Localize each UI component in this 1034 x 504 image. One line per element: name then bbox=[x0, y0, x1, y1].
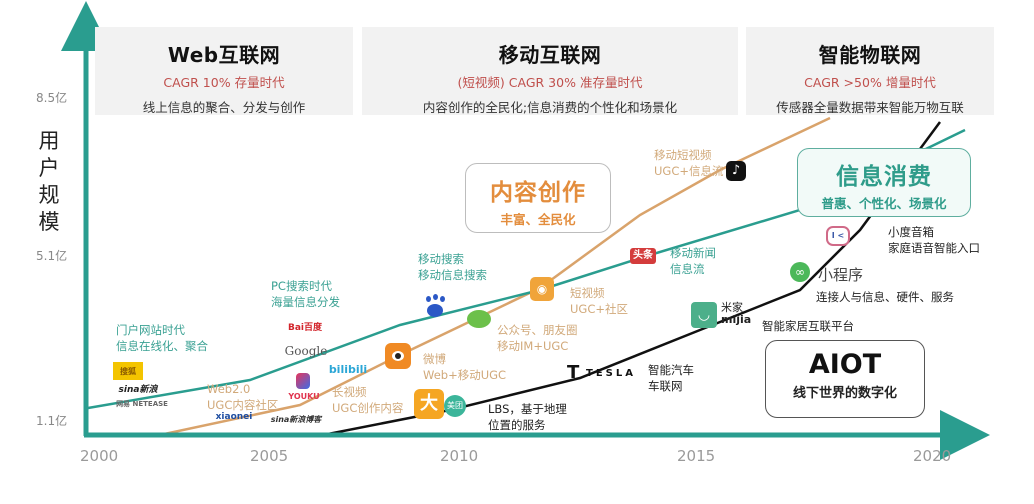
annotation-mini-program: 连接人与信息、硬件、服务 bbox=[816, 290, 954, 304]
annotation-tesla: 智能汽车 车联网 bbox=[648, 363, 694, 393]
youku-logo-icon: YOUKU bbox=[288, 391, 320, 401]
annotation-xiaodu: 小度音箱 家庭语音智能入口 bbox=[888, 225, 980, 255]
annotation-pc-search: PC搜索时代 海量信息分发 bbox=[271, 279, 340, 309]
y-tick-8.5: 8.5亿 bbox=[36, 91, 68, 105]
annotation-weibo: 微博 Web+移动UGC bbox=[423, 352, 507, 382]
x-tick-2000: 2000 bbox=[80, 447, 119, 465]
mini-program-title: 小程序 bbox=[818, 266, 864, 284]
annotation-mobile-short-video: 移动短视频 UGC+信息流 bbox=[654, 148, 724, 178]
era-title: 移动互联网 bbox=[498, 43, 602, 67]
era-desc: 传感器全量数据带来智能万物互联 bbox=[776, 100, 964, 115]
sina-blog-logo-icon: sina新浪博客 bbox=[270, 414, 322, 424]
x-tick-2005: 2005 bbox=[250, 447, 289, 465]
google-logo-icon: Google bbox=[284, 344, 328, 358]
era-mobile: 移动互联网 (短视频) CAGR 30% 准存量时代 内容创作的全民化;信息消费… bbox=[362, 27, 738, 115]
mini-program-icon: ∞ bbox=[790, 262, 810, 282]
annotation-mijia: 智能家居互联平台 bbox=[762, 319, 854, 333]
toutiao-icon: 头条 bbox=[630, 248, 656, 264]
era-cagr: CAGR >50% bbox=[804, 75, 882, 90]
xiaodu-speaker-icon: I < bbox=[826, 226, 850, 246]
xiaonei-logo-icon: xiaonei bbox=[215, 412, 253, 422]
era-iot: 智能物联网 CAGR >50% 增量时代 传感器全量数据带来智能万物互联 bbox=[746, 27, 994, 115]
wechat-icon bbox=[467, 310, 491, 328]
annotation-short-video: 短视频 UGC+社区 bbox=[570, 286, 628, 316]
bilibili-logo-icon: bilibili bbox=[328, 362, 368, 376]
y-axis-title: 用 户 规 模 bbox=[38, 129, 60, 234]
annotation-portal: 门户网站时代 信息在线化、聚合 bbox=[116, 323, 208, 353]
era-title: 智能物联网 bbox=[818, 43, 922, 67]
mijia-icon: ◡ bbox=[691, 302, 717, 328]
callout-content-creation: 内容创作 丰富、全民化 bbox=[465, 163, 611, 233]
annotation-lbs: LBS，基于地理 位置的服务 bbox=[488, 402, 567, 432]
douyin-icon: ♪ bbox=[726, 161, 746, 181]
era-title: Web互联网 bbox=[167, 43, 281, 67]
era-cagr: CAGR 10% bbox=[163, 75, 231, 90]
era-cagr-prefix: (短视频) bbox=[457, 75, 505, 90]
annotation-mobile-news: 移动新闻 信息流 bbox=[670, 246, 716, 276]
y-tick-5.1: 5.1亿 bbox=[36, 249, 68, 263]
annotation-wechat: 公众号、朋友圈 移动IM+UGC bbox=[497, 323, 578, 353]
era-cagr-label: 存量时代 bbox=[234, 75, 285, 90]
era-cagr: CAGR 30% bbox=[508, 75, 576, 90]
y-tick-1.1: 1.1亿 bbox=[36, 414, 68, 428]
callout-info-consumption: 信息消费 普惠、个性化、场景化 bbox=[797, 148, 971, 217]
x-tick-2020: 2020 bbox=[913, 447, 952, 465]
netease-logo-icon: 网易 NETEASE bbox=[116, 400, 168, 408]
youku-mark-icon bbox=[296, 373, 310, 389]
sina-logo-icon: sina新浪 bbox=[118, 384, 158, 395]
sohu-logo-icon: 搜狐 bbox=[113, 362, 143, 380]
era-desc: 线上信息的聚合、分发与创作 bbox=[142, 100, 306, 115]
weibo-icon bbox=[385, 343, 411, 369]
dianping-icon: 大 bbox=[414, 389, 444, 419]
mijia-wordmark: 米家 mijia bbox=[721, 301, 752, 326]
x-tick-2015: 2015 bbox=[677, 447, 716, 465]
baidu-logo-icon: Bai百度 bbox=[287, 322, 323, 333]
baidu-paw-icon bbox=[424, 294, 446, 322]
annotation-long-video: 长视频 UGC创作内容 bbox=[332, 385, 404, 415]
tesla-wordmark: TESLA bbox=[586, 368, 636, 379]
era-cagr-label: 准存量时代 bbox=[579, 75, 643, 90]
era-cagr-label: 增量时代 bbox=[885, 75, 936, 90]
x-tick-2010: 2010 bbox=[440, 447, 479, 465]
era-web: Web互联网 CAGR 10% 存量时代 线上信息的聚合、分发与创作 bbox=[95, 27, 353, 115]
annotation-mobile-search: 移动搜索 移动信息搜索 bbox=[418, 252, 487, 282]
meituan-icon: 美团 bbox=[444, 395, 466, 417]
tesla-mark-icon: T bbox=[567, 362, 580, 383]
era-desc: 内容创作的全民化;信息消费的个性化和场景化 bbox=[422, 100, 678, 115]
kuaishou-icon: ◉ bbox=[530, 277, 554, 301]
callout-aiot: AIOT 线下世界的数字化 bbox=[765, 340, 925, 418]
annotation-web2: Web2.0 UGC内容社区 bbox=[207, 382, 279, 412]
